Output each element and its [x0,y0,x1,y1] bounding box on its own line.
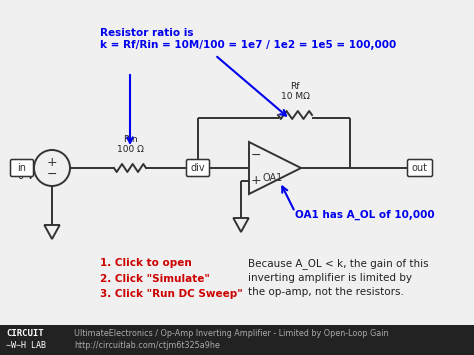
Text: Because A_OL < k, the gain of this
inverting amplifier is limited by
the op-amp,: Because A_OL < k, the gain of this inver… [248,258,428,297]
Text: in: in [18,163,27,173]
Text: Rin
100 Ω: Rin 100 Ω [117,135,144,154]
Text: Rf
10 MΩ: Rf 10 MΩ [281,82,310,101]
Text: CIRCUIT: CIRCUIT [6,328,44,338]
Text: V1
0 V: V1 0 V [18,159,34,181]
Text: Resistor ratio is
k = Rf/Rin = 10M/100 = 1e7 / 1e2 = 1e5 = 100,000: Resistor ratio is k = Rf/Rin = 10M/100 =… [100,28,396,50]
FancyBboxPatch shape [186,159,210,176]
Text: ∼W∼H LAB: ∼W∼H LAB [6,340,46,350]
Text: 1. Click to open
2. Click "Simulate"
3. Click "Run DC Sweep": 1. Click to open 2. Click "Simulate" 3. … [100,258,243,299]
Text: OA1: OA1 [263,173,283,183]
Text: UltimateElectronics / Op-Amp Inverting Amplifier - Limited by Open-Loop Gain: UltimateElectronics / Op-Amp Inverting A… [74,329,389,339]
FancyBboxPatch shape [10,159,34,176]
Text: −: − [47,168,57,180]
Text: OA1 has A_OL of 10,000: OA1 has A_OL of 10,000 [295,210,435,220]
Text: −: − [251,148,261,162]
Text: +: + [251,175,261,187]
Text: div: div [191,163,205,173]
Bar [0,325,474,355]
Text: out: out [412,163,428,173]
FancyBboxPatch shape [408,159,432,176]
Text: +: + [46,157,57,169]
Text: http://circuitlab.com/ctjm6t325a9he: http://circuitlab.com/ctjm6t325a9he [74,342,220,350]
